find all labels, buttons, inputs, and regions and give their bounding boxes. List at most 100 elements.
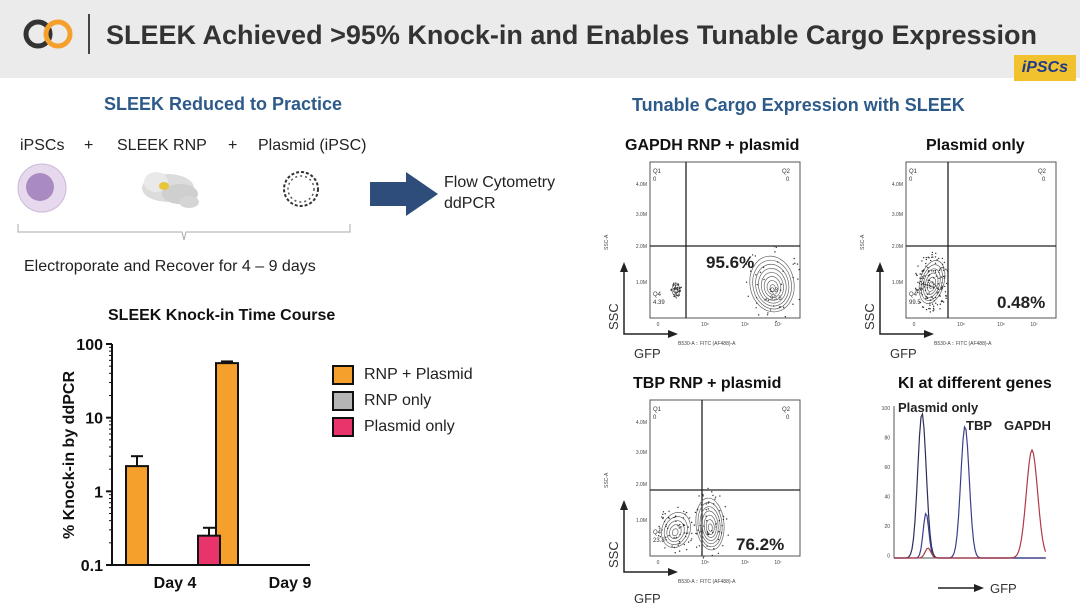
event-dot (715, 523, 717, 526)
event-dot (662, 516, 664, 519)
event-dot (719, 509, 721, 512)
event-dot (673, 282, 675, 284)
contour-ring (924, 272, 939, 295)
ipsc-badge: iPSCs (1013, 55, 1076, 81)
event-dot (931, 303, 934, 305)
event-dot (942, 269, 945, 272)
event-dot (931, 296, 933, 298)
event-dot (751, 254, 754, 256)
event-dot (774, 251, 776, 253)
event-dot (665, 524, 667, 526)
label-plasmid-only: Plasmid only (898, 400, 979, 415)
event-dot (945, 294, 947, 297)
event-dot (674, 286, 676, 288)
event-dot (925, 262, 927, 265)
event-dot (932, 297, 934, 300)
gfp-small-label: B530-A :: FITC (AF488)-A (678, 341, 736, 347)
event-dot (685, 511, 688, 514)
y-tick-label: 1.0M (636, 518, 647, 524)
event-dot (678, 540, 681, 543)
event-dot (924, 275, 926, 277)
event-dot (678, 550, 681, 552)
event-dot (925, 295, 927, 298)
event-dot (720, 532, 723, 534)
event-dot (659, 527, 661, 529)
event-dot (658, 525, 660, 528)
event-dot (674, 288, 676, 291)
right-section-title: Tunable Cargo Expression with SLEEK (632, 95, 965, 115)
event-dot (938, 294, 941, 297)
event-dot (698, 545, 701, 547)
event-dot (792, 303, 794, 305)
event-dot (935, 285, 937, 287)
tbp-panel-title: TBP RNP + plasmid (633, 375, 782, 392)
event-dot (931, 282, 933, 284)
bar-plasmid-only-day-4 (197, 534, 221, 567)
percent-label: 95.6% (706, 253, 754, 272)
event-dot (936, 287, 939, 289)
event-dot (659, 536, 662, 538)
histo-y-tick: 100 (882, 406, 891, 412)
event-dot (769, 309, 772, 311)
x-tick-label: 10⁷ (774, 560, 782, 566)
q2-label: Q2 (1038, 169, 1047, 175)
output-flow-cytometry: Flow Cytometry (444, 174, 556, 191)
q2-value: 0 (786, 177, 790, 183)
event-dot (779, 289, 782, 291)
event-dot (940, 276, 942, 278)
x-tick-label: 10⁷ (774, 322, 782, 328)
legend-label: RNP + Plasmid (364, 366, 473, 383)
event-dot (687, 532, 689, 534)
event-dot (707, 502, 709, 504)
event-dot (784, 315, 787, 318)
event-dot (928, 269, 930, 272)
gfp-axis-label: GFP (634, 346, 661, 361)
contour-cloud (918, 260, 946, 304)
event-dot (694, 511, 697, 514)
event-dot (782, 306, 785, 309)
event-dot (939, 308, 941, 310)
workflow-plasmid-label: Plasmid (iPSC) (258, 137, 367, 154)
event-dot (780, 283, 783, 285)
event-dot (674, 291, 677, 293)
event-dot (924, 289, 927, 291)
event-dot (698, 495, 700, 497)
event-dot (721, 524, 723, 527)
event-dot (927, 266, 929, 269)
event-dot (926, 296, 928, 299)
event-dot (920, 292, 922, 294)
page-title: SLEEK Achieved >95% Knock-in and Enables… (106, 20, 1037, 50)
event-dot (932, 277, 935, 279)
x-tick-label: 10⁶ (997, 322, 1005, 328)
gfp-small-label: B530-A :: FITC (AF488)-A (934, 341, 992, 347)
event-dot (922, 277, 925, 279)
event-dot (679, 290, 681, 292)
event-dot (671, 545, 673, 547)
event-dot (937, 257, 940, 260)
event-dot (673, 294, 675, 296)
event-dot (941, 282, 943, 284)
event-dot (755, 297, 758, 299)
ssc-small-label: SSC-A (604, 472, 610, 488)
event-dot (943, 261, 946, 264)
y-tick-label: 4.0M (636, 420, 647, 426)
ki-panel-title: KI at different genes (898, 375, 1052, 392)
event-dot (916, 290, 918, 292)
event-dot (676, 294, 678, 296)
event-dot (940, 288, 942, 290)
contour-ring (752, 259, 792, 310)
event-dot (675, 297, 677, 299)
event-dot (679, 542, 681, 545)
event-dot (685, 532, 688, 535)
y-tick-label: 10 (85, 411, 103, 428)
event-dot (935, 252, 937, 255)
q1-value: 0 (653, 177, 657, 183)
event-dot (673, 516, 675, 519)
contour-ring (928, 280, 934, 289)
histo-y-tick: 60 (884, 465, 890, 471)
contour-ring (671, 528, 679, 537)
event-dot (702, 557, 705, 559)
event-dot (705, 508, 707, 511)
event-dot (707, 533, 710, 536)
contour-ring (707, 523, 713, 532)
